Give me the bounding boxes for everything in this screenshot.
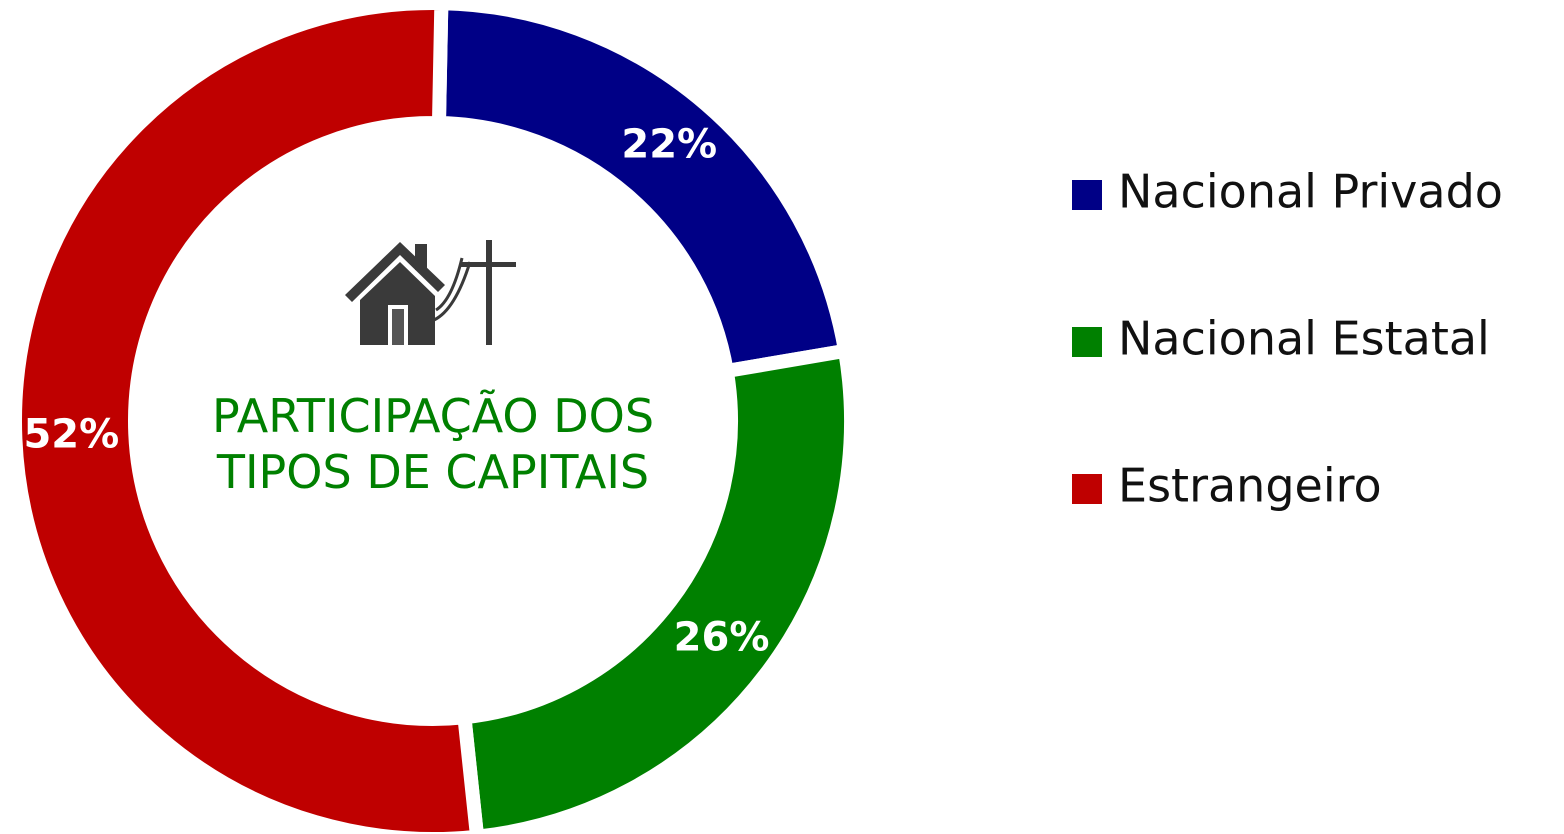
- legend-swatch: [1072, 474, 1102, 504]
- data-label: 52%: [23, 412, 119, 458]
- legend-swatch: [1072, 180, 1102, 210]
- donut-segment: [431, 0, 854, 380]
- data-label: 22%: [621, 122, 717, 168]
- donut-segment: [8, 0, 484, 834]
- legend-swatch: [1072, 327, 1102, 357]
- data-label: 26%: [674, 615, 770, 661]
- legend-label: Nacional Privado: [1118, 165, 1503, 219]
- legend-label: Estrangeiro: [1118, 459, 1382, 513]
- chart-title: PARTICIPAÇÃO DOS TIPOS DE CAPITAIS: [211, 389, 655, 499]
- house-icon: [345, 240, 516, 345]
- donut-segment: [456, 342, 858, 834]
- legend-label: Nacional Estatal: [1118, 312, 1490, 366]
